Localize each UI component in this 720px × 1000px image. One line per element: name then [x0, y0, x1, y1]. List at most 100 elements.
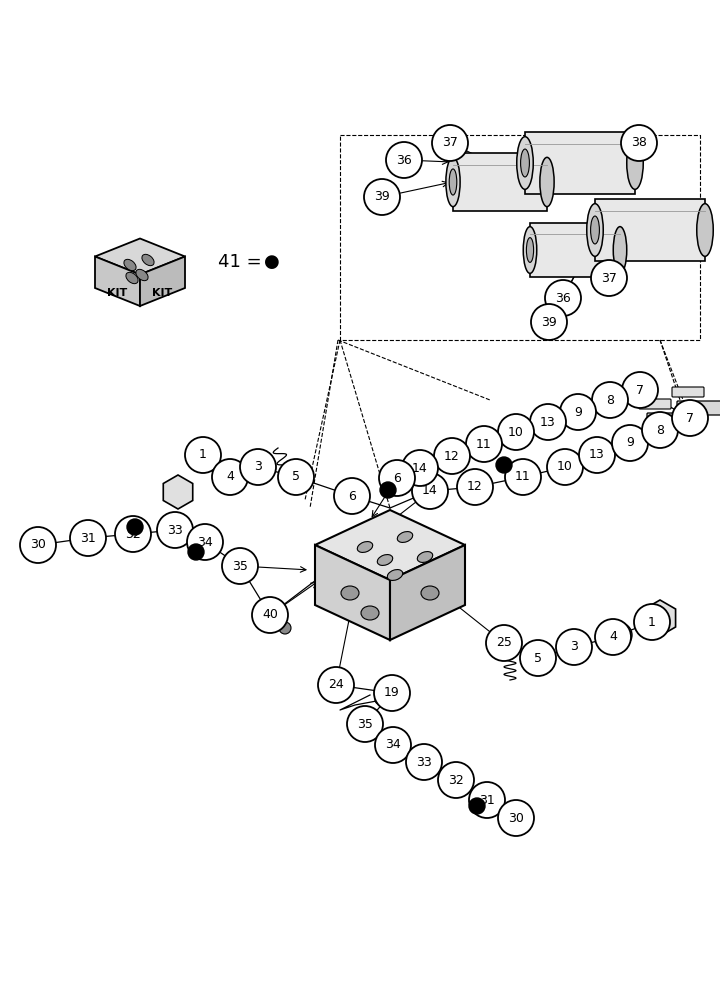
Polygon shape: [95, 256, 140, 306]
Text: 4: 4: [609, 631, 617, 644]
Circle shape: [595, 619, 631, 655]
Polygon shape: [163, 475, 193, 509]
Text: 40: 40: [262, 608, 278, 621]
Ellipse shape: [375, 695, 389, 705]
Text: 3: 3: [254, 460, 262, 474]
Circle shape: [547, 449, 583, 485]
Circle shape: [157, 512, 193, 548]
Text: 9: 9: [626, 436, 634, 450]
Circle shape: [347, 706, 383, 742]
Ellipse shape: [319, 676, 331, 684]
Circle shape: [185, 437, 221, 473]
Polygon shape: [315, 510, 465, 580]
Text: 36: 36: [396, 153, 412, 166]
Text: 35: 35: [232, 560, 248, 572]
Text: 11: 11: [476, 438, 492, 450]
Circle shape: [634, 604, 670, 640]
Circle shape: [222, 548, 258, 584]
Text: 39: 39: [374, 190, 390, 204]
Text: 31: 31: [80, 532, 96, 544]
Ellipse shape: [626, 137, 643, 189]
Circle shape: [486, 625, 522, 661]
Ellipse shape: [357, 542, 373, 552]
Circle shape: [642, 412, 678, 448]
Text: 7: 7: [636, 383, 644, 396]
FancyBboxPatch shape: [647, 413, 693, 427]
Ellipse shape: [540, 157, 554, 207]
Circle shape: [469, 782, 505, 818]
Circle shape: [386, 142, 422, 178]
Ellipse shape: [377, 555, 392, 565]
Circle shape: [469, 798, 485, 814]
Text: 41 =: 41 =: [218, 253, 267, 271]
Circle shape: [402, 450, 438, 486]
Circle shape: [498, 414, 534, 450]
Text: 14: 14: [412, 462, 428, 475]
Circle shape: [278, 459, 314, 495]
Circle shape: [127, 519, 143, 535]
Circle shape: [531, 304, 567, 340]
Circle shape: [70, 520, 106, 556]
Circle shape: [375, 727, 411, 763]
Ellipse shape: [491, 635, 505, 645]
Circle shape: [545, 280, 581, 316]
Text: 12: 12: [467, 481, 483, 493]
Text: 12: 12: [444, 450, 460, 462]
Ellipse shape: [126, 272, 138, 284]
Circle shape: [612, 425, 648, 461]
Circle shape: [406, 744, 442, 780]
Text: 31: 31: [479, 794, 495, 806]
Text: 24: 24: [328, 678, 344, 692]
Ellipse shape: [446, 157, 460, 207]
Ellipse shape: [341, 586, 359, 600]
Ellipse shape: [124, 259, 136, 271]
Text: 6: 6: [393, 472, 401, 485]
Text: 33: 33: [416, 756, 432, 768]
Circle shape: [374, 675, 410, 711]
Text: 32: 32: [125, 528, 141, 540]
Text: 11: 11: [515, 471, 531, 484]
Text: 33: 33: [167, 524, 183, 536]
Circle shape: [318, 667, 354, 703]
Text: 19: 19: [384, 686, 400, 700]
Ellipse shape: [136, 269, 148, 281]
Circle shape: [279, 622, 291, 634]
Ellipse shape: [521, 149, 529, 177]
Polygon shape: [390, 545, 465, 640]
Text: 37: 37: [601, 271, 617, 284]
Ellipse shape: [421, 586, 439, 600]
Text: 34: 34: [197, 536, 213, 548]
Circle shape: [556, 629, 592, 665]
Text: 37: 37: [442, 136, 458, 149]
Text: 13: 13: [540, 416, 556, 428]
Text: 30: 30: [30, 538, 46, 552]
Circle shape: [434, 438, 470, 474]
Text: 9: 9: [574, 406, 582, 418]
Circle shape: [560, 394, 596, 430]
Text: 14: 14: [422, 485, 438, 497]
Text: 30: 30: [508, 812, 524, 824]
FancyBboxPatch shape: [672, 387, 704, 397]
Circle shape: [240, 449, 276, 485]
Text: 5: 5: [292, 471, 300, 484]
Circle shape: [432, 125, 468, 161]
Text: 3: 3: [570, 641, 578, 654]
Polygon shape: [644, 600, 675, 636]
Ellipse shape: [526, 238, 534, 262]
Text: 13: 13: [589, 448, 605, 462]
Circle shape: [466, 426, 502, 462]
Ellipse shape: [517, 137, 534, 189]
Polygon shape: [140, 256, 185, 306]
Circle shape: [496, 457, 512, 473]
Text: 8: 8: [606, 393, 614, 406]
Circle shape: [188, 544, 204, 560]
Polygon shape: [595, 199, 705, 261]
Circle shape: [438, 762, 474, 798]
Circle shape: [334, 478, 370, 514]
Circle shape: [520, 640, 556, 676]
Circle shape: [622, 372, 658, 408]
FancyBboxPatch shape: [677, 401, 720, 415]
Circle shape: [364, 179, 400, 215]
Circle shape: [20, 527, 56, 563]
Circle shape: [457, 469, 493, 505]
